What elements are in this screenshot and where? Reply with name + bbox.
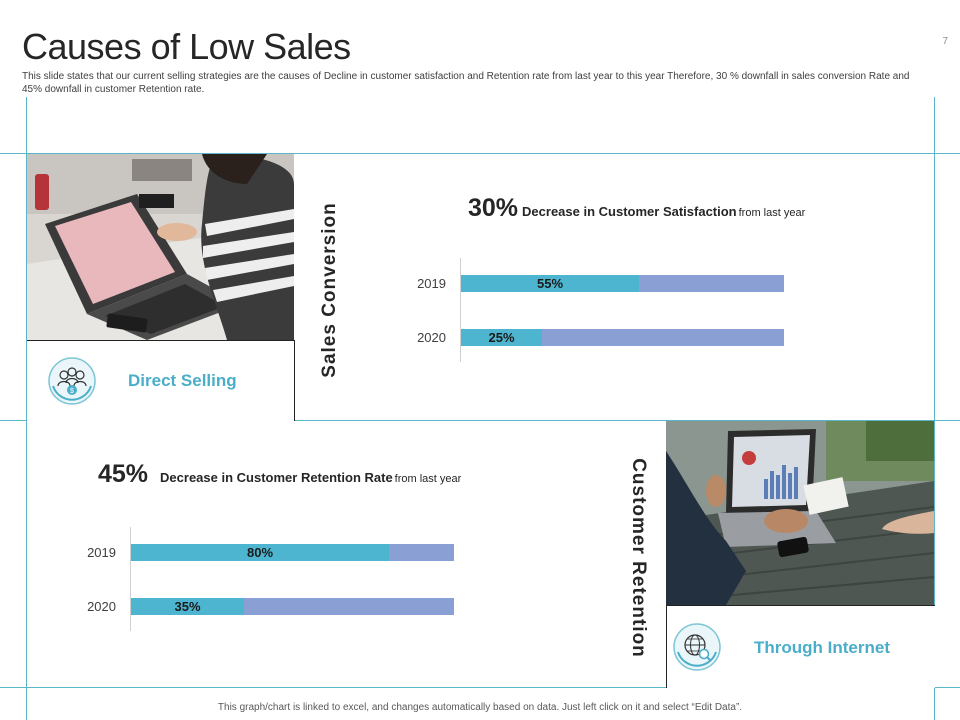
- direct-selling-photo: [27, 154, 294, 340]
- bar-value-2019: [461, 275, 639, 292]
- bar-data-label-2019: 55%: [536, 276, 564, 291]
- bar-value-2020: [461, 329, 542, 346]
- through-internet-photo: [666, 421, 934, 605]
- chart2-title-value: 45%: [98, 460, 149, 488]
- chart1-title-value: 30%: [468, 194, 519, 222]
- bar-data-label-2020: 35%: [174, 599, 201, 614]
- chart1-title-main: Decrease in Customer Satisfaction: [522, 204, 737, 219]
- chart2-header: 45% Decrease in Customer Retention Rate fr…: [98, 460, 461, 489]
- page-number: 7: [942, 36, 948, 47]
- direct-selling-label: Direct Selling: [128, 371, 237, 390]
- category-label-2020: 2020: [87, 599, 116, 614]
- category-label-2020: 2020: [417, 330, 446, 345]
- sales-conversion-title: Sales Conversion: [319, 202, 340, 378]
- bar-data-label-2019: 80%: [246, 545, 274, 560]
- chart1-header: 30% Decrease in Customer Satisfaction from…: [468, 194, 805, 223]
- bar-row-2019: 55%: [461, 275, 784, 292]
- divider-bottom: [0, 687, 960, 688]
- customer-retention-title: Customer Retention: [628, 458, 649, 658]
- category-label-2019: 2019: [417, 276, 446, 291]
- page-title: Causes of Low Sales: [22, 26, 351, 67]
- bar-value-2020: [131, 598, 244, 615]
- svg-text:$: $: [70, 388, 74, 395]
- globe-search-icon: [672, 622, 722, 672]
- divider-left: [26, 97, 27, 720]
- bar-row-2019: 80%: [131, 544, 454, 561]
- bar-row-2020: 25%: [461, 329, 784, 346]
- footer-note: This graph/chart is linked to excel, and…: [217, 702, 743, 713]
- chart2-title-suffix: from last year: [394, 473, 462, 485]
- chart1-title-suffix: from last year: [738, 207, 806, 219]
- chart2-title-main: Decrease in Customer Retention Rate: [160, 470, 393, 485]
- bar-data-label-2020: 25%: [488, 330, 515, 345]
- divider-middle: [0, 420, 960, 421]
- page-subtitle: This slide states that our current selli…: [22, 71, 910, 95]
- customer-retention-chart: 2019 80% 2020 35%: [87, 527, 455, 631]
- team-money-icon: $: [47, 356, 97, 406]
- divider-right: [934, 97, 935, 720]
- bar-value-2019: [131, 544, 389, 561]
- chart-axis: [130, 527, 131, 631]
- through-internet-label: Through Internet: [754, 638, 890, 657]
- customer-satisfaction-chart: 2019 55% 2020 25%: [417, 258, 785, 362]
- divider-top: [0, 153, 960, 154]
- category-label-2019: 2019: [87, 545, 116, 560]
- bar-row-2020: 35%: [131, 598, 454, 615]
- chart-axis: [460, 258, 461, 362]
